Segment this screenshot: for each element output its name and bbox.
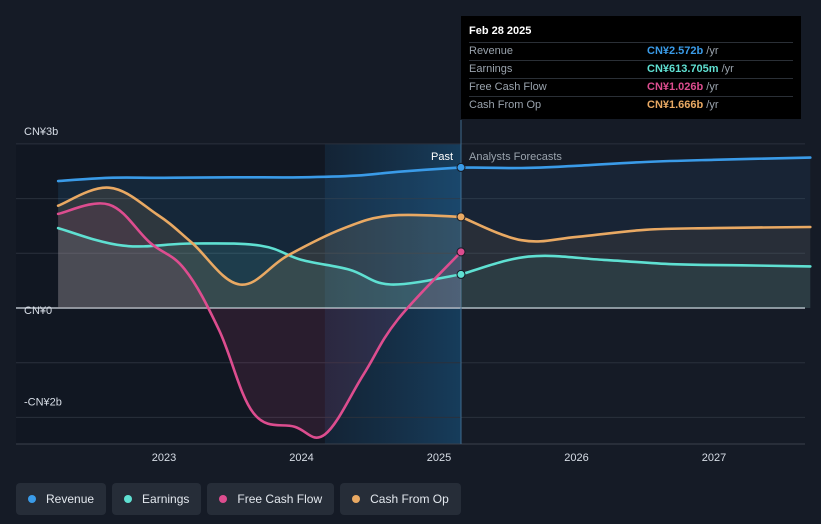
tooltip-label: Earnings	[469, 63, 513, 75]
tooltip-value: CN¥1.026b	[647, 81, 704, 93]
cash-from-op-marker	[456, 212, 466, 222]
tooltip-row-free-cash-flow: Free Cash Flow CN¥1.026b /yr	[469, 78, 793, 96]
tooltip-unit: /yr	[706, 99, 719, 111]
cash-from-op-forecast-line	[459, 215, 812, 243]
tooltip-value: CN¥2.572b	[647, 45, 704, 57]
earnings-forecast-line	[459, 254, 812, 276]
tooltip-label: Free Cash Flow	[469, 81, 547, 93]
tooltip-row-revenue: Revenue CN¥2.572b /yr	[469, 42, 793, 60]
cash-from-op-past-line	[56, 186, 463, 286]
highlight-band	[324, 144, 461, 444]
legend-item-cash-from-op[interactable]: Cash From Op	[340, 483, 461, 515]
y-tick-label: CN¥0	[24, 305, 52, 317]
tooltip-value: CN¥1.666b	[647, 99, 704, 111]
x-tick-label: 2026	[564, 452, 588, 464]
tooltip-date: Feb 28 2025	[469, 25, 532, 37]
legend-label: Earnings	[142, 492, 190, 506]
x-tick-label: 2027	[702, 452, 726, 464]
legend-item-free-cash-flow[interactable]: Free Cash Flow	[207, 483, 335, 515]
revenue-marker	[456, 162, 466, 172]
legend-label: Cash From Op	[370, 492, 449, 506]
x-tick-label: 2025	[427, 452, 451, 464]
free-cash-flow-past-line	[56, 202, 463, 439]
legend-item-revenue[interactable]: Revenue	[16, 483, 107, 515]
revenue-forecast-line	[459, 156, 812, 170]
tooltip-unit: /yr	[706, 81, 719, 93]
x-tick-label: 2024	[289, 452, 313, 464]
earnings-forecast-area	[461, 255, 811, 308]
tooltip-value: CN¥613.705m	[647, 63, 719, 75]
legend-dot-icon	[124, 495, 133, 503]
earnings-past-line	[56, 226, 463, 286]
tooltip-row-cash-from-op: Cash From Op CN¥1.666b /yr	[469, 96, 793, 114]
earnings-marker	[456, 269, 466, 279]
legend-dot-icon	[28, 495, 36, 503]
forecast-label: Analysts Forecasts	[469, 151, 562, 163]
tooltip-row-earnings: Earnings CN¥613.705m /yr	[469, 60, 793, 78]
revenue-past-line	[56, 166, 463, 183]
legend: Revenue Earnings Free Cash Flow Cash Fro…	[16, 483, 461, 515]
tooltip-unit: /yr	[721, 63, 734, 75]
tooltip-unit: /yr	[706, 45, 719, 57]
tooltip-label: Cash From Op	[469, 99, 542, 111]
legend-label: Free Cash Flow	[237, 492, 323, 506]
legend-dot-icon	[352, 495, 361, 503]
x-tick-label: 2023	[152, 452, 176, 464]
free-cash-flow-marker	[456, 247, 466, 257]
legend-dot-icon	[219, 495, 228, 503]
legend-item-earnings[interactable]: Earnings	[112, 483, 202, 515]
y-tick-label: CN¥3b	[24, 126, 58, 138]
tooltip-label: Revenue	[469, 45, 514, 57]
tooltip: Feb 28 2025 Revenue CN¥2.572b /yr Earnin…	[461, 16, 801, 119]
revenue-forecast-area	[461, 157, 811, 308]
cash-from-op-past-area	[58, 187, 461, 308]
legend-label: Revenue	[46, 492, 95, 506]
y-tick-label: -CN¥2b	[24, 396, 62, 408]
past-label: Past	[431, 151, 453, 163]
